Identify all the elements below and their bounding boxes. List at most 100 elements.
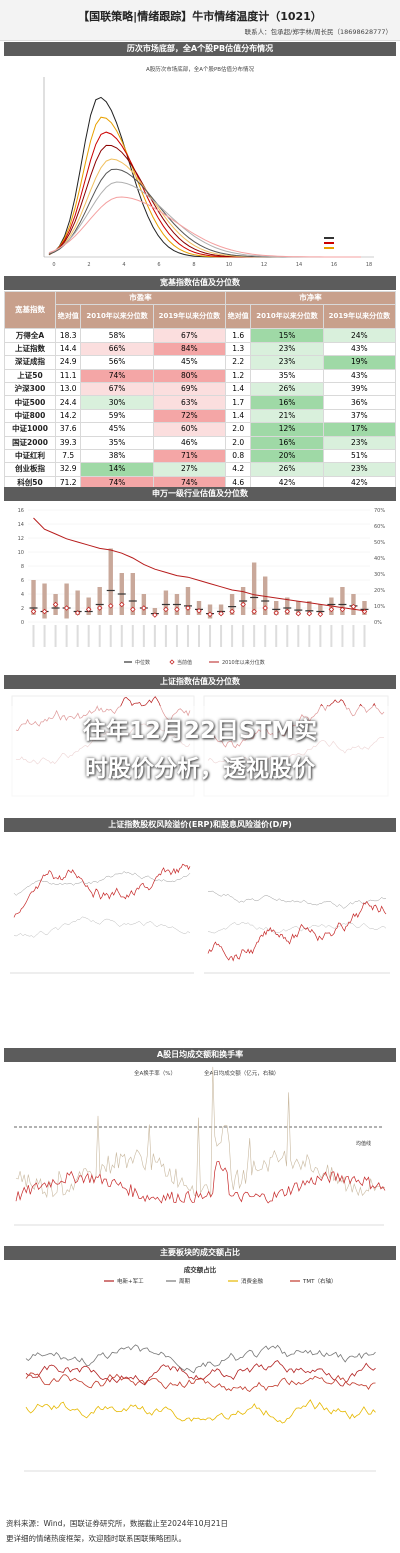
sector-legend-label: 周期 (179, 1278, 191, 1285)
cell-name: 中证500 (4, 395, 56, 410)
sw-range-bar (185, 587, 191, 615)
cell-pb: 2.2 (224, 355, 252, 370)
cell-pe10: 74% (80, 368, 154, 383)
sw-x-label (186, 625, 189, 647)
pb-abs-header: 绝对值 (224, 304, 252, 330)
sw-current-mark (74, 610, 81, 616)
pb-x-tick: 6 (157, 262, 160, 268)
cell-pb: 1.2 (224, 368, 252, 383)
pe-2019-header: 2019年以来分位数 (152, 304, 226, 330)
cell-pb10: 35% (250, 368, 324, 383)
cell-pb19: 36% (322, 395, 397, 410)
table-row: 创业板指 32.9 14% 27% 4.2 26% 23% (4, 462, 397, 477)
pb-x-tick: 4 (122, 262, 125, 268)
cell-pb19: 43% (322, 341, 397, 357)
cell-pe10: 58% (80, 328, 154, 343)
sw-current-mark (284, 608, 291, 615)
sector-subtitle: 成交额占比 (184, 1265, 217, 1274)
sw-current-mark (317, 611, 324, 618)
sw-percentile-line (33, 517, 365, 612)
sw-range-bar (75, 590, 80, 615)
cell-pb10: 16% (250, 435, 324, 450)
cell-name: 上证指数 (4, 341, 56, 357)
cell-pb19: 23% (322, 462, 397, 477)
sw-left-tick: 10 (18, 550, 24, 556)
sw-current-mark (196, 608, 202, 614)
cell-pe19: 69% (152, 381, 226, 397)
cell-name: 中证红利 (4, 448, 56, 464)
report-title: 【国联策略|情绪跟踪】牛市情绪温度计（1021） (78, 10, 322, 23)
cell-pb: 1.7 (224, 395, 252, 410)
pb-2019-header: 2019年以来分位数 (322, 304, 397, 330)
sw-x-label (220, 625, 223, 647)
sw-current-mark (119, 601, 125, 608)
cell-pe10: 67% (80, 381, 154, 397)
cell-pe: 7.5 (54, 448, 82, 464)
cell-pe19: 71% (152, 448, 226, 464)
legend-median-label: 中位数 (135, 659, 150, 666)
cell-pb10: 26% (250, 381, 324, 397)
pb-curve (48, 196, 361, 258)
cell-pe: 24.4 (54, 395, 82, 410)
sw-current-mark (295, 610, 302, 617)
cell-pe19: 84% (152, 341, 226, 357)
legend-current-label: 当前值 (177, 659, 192, 666)
sw-x-label (286, 625, 289, 647)
section-sh-title: 上证指数估值及分位数 (4, 675, 396, 689)
pb-x-tick: 16 (331, 262, 337, 268)
sw-x-label (308, 625, 311, 647)
cell-pe10: 14% (80, 462, 154, 477)
cell-pb19: 24% (322, 328, 397, 343)
sw-range-bar (285, 597, 290, 615)
cell-pe19: 45% (152, 355, 226, 370)
sw-current-mark (52, 601, 59, 608)
section-sector-title: 主要板块的成交额占比 (4, 1246, 396, 1260)
footer-source: 资料来源：Wind，国联证券研究所，数据截止至2024年10月21日 (6, 1519, 229, 1528)
cell-pe: 37.6 (54, 422, 82, 437)
pb-curve (48, 181, 361, 258)
cell-pb19: 39% (322, 381, 397, 397)
headline-overlay-bg (0, 706, 400, 816)
cell-pe10: 66% (80, 341, 154, 357)
turnover-chart: 全A换手率（%） 全A日均成交额（亿元，右轴） 均值线 (14, 1066, 386, 1226)
pe-abs-header: 绝对值 (54, 304, 82, 330)
sw-left-tick: 6 (21, 578, 24, 584)
sw-x-label (231, 625, 234, 647)
sw-right-tick: 10% (374, 604, 385, 610)
table-row: 中证红利 7.5 38% 71% 0.8 20% 51% (4, 448, 397, 464)
cell-pe10: 35% (80, 435, 154, 450)
sw-x-label (330, 625, 333, 647)
table-row: 上证指数 14.4 66% 84% 1.3 23% 43% (4, 341, 397, 357)
cell-pb: 1.6 (224, 328, 252, 343)
sw-x-label (120, 625, 123, 647)
sw-range-bar (207, 604, 213, 619)
cell-name: 万得全A (4, 328, 56, 343)
sw-legend: 中位数 当前值 2010年以来分位数 (124, 659, 265, 666)
erp-chart (10, 863, 390, 974)
cell-pb19: 17% (322, 422, 397, 437)
sw-current-mark (30, 608, 37, 615)
headline-line2: 时股价分析，透视股价 (85, 756, 315, 782)
sw-right-tick: 0% (374, 620, 382, 626)
report-header: 【国联策略|情绪跟踪】牛市情绪温度计（1021） 联系人：包承超/郑宇林/周长民… (0, 0, 400, 41)
sw-left-tick: 16 (18, 508, 24, 514)
sw-left-tick: 8 (21, 564, 24, 570)
sw-x-label (253, 625, 256, 647)
legend-pct-label: 2010年以来分位数 (222, 659, 265, 666)
cell-pb19: 23% (322, 435, 397, 450)
sw-range-bar (262, 576, 268, 615)
pb-legend (324, 237, 334, 249)
sector-legend-label: TMT（右轴） (302, 1277, 336, 1285)
cell-pb: 0.8 (224, 448, 252, 464)
headline-overlay: 往年12月22日STM实 时股价分析，透视股价 (0, 712, 400, 788)
sw-range-bar (218, 604, 224, 615)
sw-x-label (54, 625, 57, 647)
sw-current-mark (130, 606, 136, 613)
sw-x-label (242, 625, 245, 647)
sw-current-mark (262, 605, 268, 611)
pe-group-header: 市盈率 (55, 290, 226, 306)
pb-x-tick: 2 (87, 262, 90, 268)
sw-x-label (363, 625, 366, 647)
erp-band-lower (207, 922, 387, 934)
sw-current-mark (251, 608, 257, 615)
